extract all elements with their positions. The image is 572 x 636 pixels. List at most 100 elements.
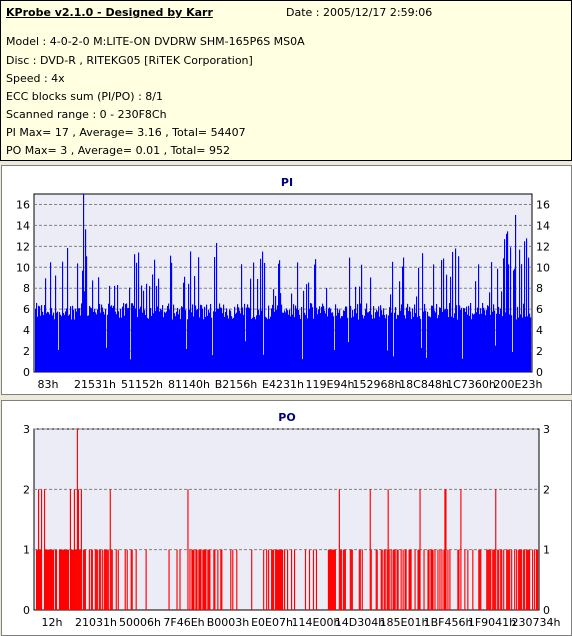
bar	[278, 549, 280, 610]
x-tick-label: 50006h	[119, 616, 161, 629]
bar	[333, 549, 335, 610]
po-chart-title: PO	[278, 411, 295, 424]
bar	[82, 270, 84, 372]
bar	[474, 313, 476, 372]
bar	[479, 549, 481, 610]
bar	[425, 310, 427, 372]
bar	[36, 549, 39, 610]
bar	[327, 316, 329, 372]
bar	[511, 549, 513, 610]
bar	[160, 308, 162, 372]
bar	[100, 312, 102, 372]
bar	[90, 307, 92, 372]
bar	[194, 276, 196, 372]
y-tick-label-right: 4	[536, 324, 543, 337]
bar	[52, 315, 54, 372]
bar	[344, 549, 346, 610]
bar	[495, 345, 497, 372]
bar	[189, 309, 191, 372]
y-tick-label-left: 16	[16, 198, 30, 211]
bar	[208, 309, 210, 372]
bar	[446, 274, 448, 372]
bar	[494, 549, 496, 610]
bar	[109, 489, 111, 610]
bar	[64, 549, 67, 610]
bar	[205, 317, 207, 372]
bar	[450, 276, 452, 372]
bar	[232, 549, 234, 610]
bar	[271, 308, 273, 372]
bar	[71, 319, 73, 372]
bar	[136, 262, 138, 372]
bar	[56, 312, 58, 372]
bar	[464, 308, 466, 372]
bar	[500, 308, 502, 372]
bar	[39, 306, 41, 372]
bar	[472, 313, 474, 372]
bar	[377, 311, 379, 372]
bar	[251, 318, 253, 372]
bar	[219, 303, 221, 372]
bar	[254, 316, 256, 372]
bar	[376, 309, 378, 372]
bar	[106, 347, 108, 372]
bar	[419, 489, 421, 610]
bar	[123, 303, 125, 372]
bar	[63, 549, 66, 610]
bar	[220, 549, 222, 610]
bar	[290, 549, 293, 610]
bar	[526, 238, 528, 372]
bar	[457, 319, 459, 372]
x-tick-label: B2156h	[215, 378, 258, 391]
bar	[224, 316, 226, 372]
bar	[144, 310, 146, 372]
x-tick-label: 185E01h	[380, 616, 429, 629]
bar	[517, 306, 519, 372]
bar	[379, 316, 381, 372]
x-tick-label: 83h	[38, 378, 59, 391]
bar	[300, 319, 302, 372]
bar	[431, 305, 433, 372]
bar	[315, 549, 318, 610]
bar	[343, 549, 345, 610]
bar	[70, 549, 73, 610]
bar	[66, 549, 69, 610]
bar	[432, 549, 434, 610]
bar	[180, 319, 182, 372]
bar	[241, 264, 243, 372]
bar	[61, 549, 64, 610]
bar	[65, 311, 67, 372]
bar	[266, 317, 268, 372]
bar	[460, 309, 462, 372]
bar	[214, 257, 216, 372]
bar	[400, 549, 402, 610]
bar	[276, 549, 278, 610]
bar	[490, 549, 492, 610]
bar	[54, 319, 56, 372]
bar	[48, 312, 50, 372]
bar	[156, 286, 158, 372]
bar	[426, 357, 428, 372]
x-tick-label: 230734h	[512, 616, 561, 629]
bar	[217, 308, 219, 372]
info-panel: KProbe v2.1.0 - Designed by Karr Date : …	[0, 0, 572, 161]
bar	[296, 308, 298, 372]
bar	[77, 489, 79, 610]
bar	[192, 304, 194, 372]
bar	[113, 305, 115, 372]
bar	[524, 549, 526, 610]
bar	[493, 304, 495, 372]
x-tick-label: 114E00h	[292, 616, 341, 629]
bar	[534, 549, 536, 610]
bar	[65, 549, 68, 610]
bar	[231, 316, 233, 372]
x-tick-label: 21031h	[75, 616, 117, 629]
bar	[157, 306, 159, 372]
bar	[394, 549, 396, 610]
bar	[153, 313, 155, 372]
bar	[528, 549, 530, 610]
bar	[452, 251, 454, 372]
bar	[493, 549, 495, 610]
bar	[436, 304, 438, 372]
y-tick-label-left: 2	[23, 483, 30, 496]
